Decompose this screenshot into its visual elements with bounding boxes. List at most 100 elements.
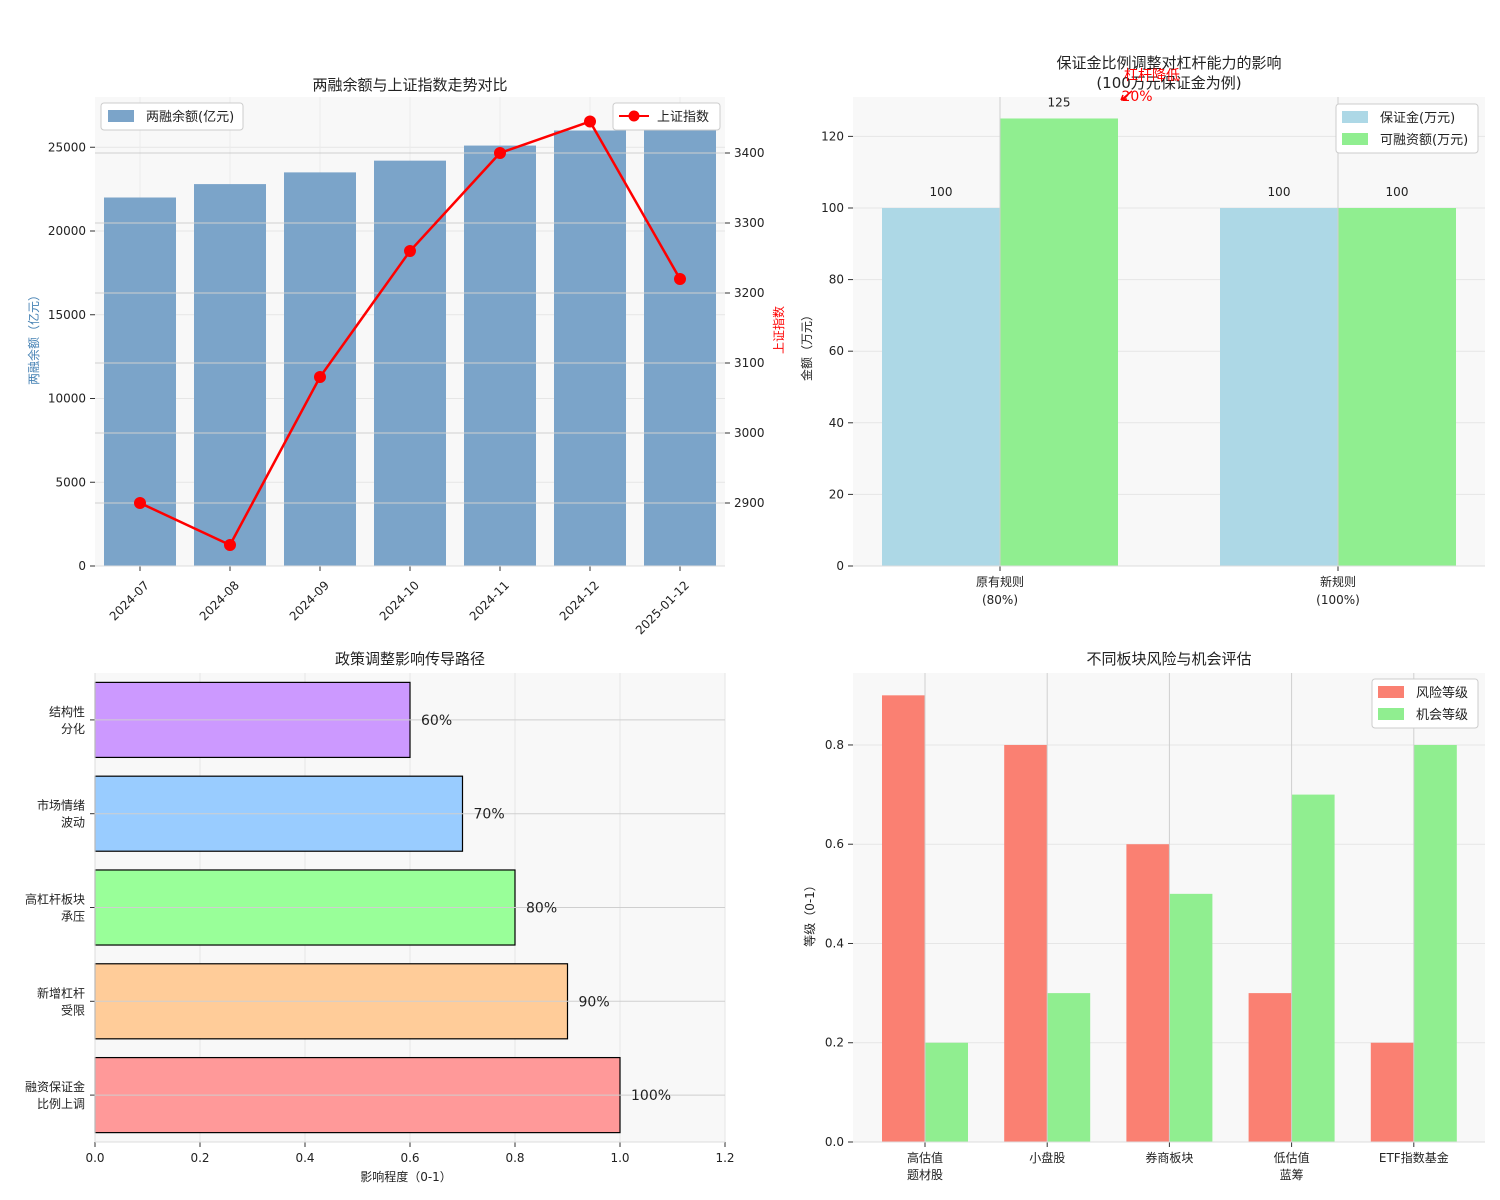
y-tick-label-2-line1: 高杠杆板块 [25, 892, 85, 907]
chart-3-title: 政策调整影响传导路径 [335, 650, 485, 668]
chart-1-left-axis-label: 两融余额（亿元） [26, 289, 41, 385]
right-tick-label-2: 3100 [734, 356, 765, 370]
y-tick-label-0-line2: 比例上调 [37, 1097, 85, 1111]
category-grid-4 [924, 673, 1415, 1142]
chart-2-title-line2: (100万元保证金为例) [1096, 74, 1241, 92]
legend-marker-sse-index [628, 110, 640, 122]
left-tick-label-2: 10000 [48, 392, 86, 406]
y-tick-label-3-line1: 市场情绪 [37, 798, 85, 813]
bars-risk-opportunity [882, 695, 1457, 1142]
left-tick-label-1: 5000 [55, 475, 86, 489]
legend-label-margin: 保证金(万元) [1380, 110, 1455, 126]
left-tick-label-0: 0 [78, 559, 86, 573]
legend-sse-index: 上证指数 [612, 102, 721, 131]
chart-1-right-axis-label: 上证指数 [771, 306, 786, 354]
bar-risk-0 [882, 695, 925, 1142]
sse-index-point-0 [134, 497, 146, 509]
legend-label-risk: 风险等级 [1416, 685, 1468, 701]
chart-2-y-axis-label: 金额（万元） [799, 309, 814, 381]
sse-index-point-6 [674, 273, 686, 285]
y-axis-ticks-4: 0.0 0.2 0.4 0.6 0.8 [825, 738, 853, 1149]
left-axis-ticks-1: 0 5000 10000 15000 20000 25000 [48, 140, 95, 573]
chart-4-y-axis-label: 等级（0-1） [803, 879, 817, 947]
legend-label-sse-index: 上证指数 [657, 110, 709, 125]
bar-margin-balance-6 [644, 117, 716, 566]
x-axis-ticks-2: 原有规则 (80%) 新规则 (100%) [976, 566, 1360, 607]
x-tick-label-3-line1: 低估值 [1274, 1150, 1310, 1165]
bars-margin-balance [104, 117, 716, 566]
y-tick-label-0: 0.0 [825, 1135, 844, 1149]
x-tick-label-5: 1.0 [610, 1151, 629, 1165]
bar-opportunity-1 [1047, 993, 1091, 1142]
bar-margin-balance-1 [194, 184, 266, 566]
bar-margin-0 [882, 207, 1000, 566]
chart-2-title-line1: 保证金比例调整对杠杆能力的影响 [1056, 54, 1281, 72]
bar-opportunity-2 [1169, 893, 1213, 1142]
x-tick-label-1-line2: (100%) [1316, 593, 1360, 607]
legend-swatch-margin-balance [108, 110, 134, 122]
legend-label-financing: 可融资额(万元) [1380, 133, 1468, 148]
left-tick-label-4: 20000 [48, 224, 86, 238]
chart-3-x-axis-label: 影响程度（0-1） [360, 1169, 452, 1184]
bar-value-labels-2: 100 125 100 100 [930, 95, 1409, 199]
value-label-financing-1: 100 [1386, 185, 1409, 199]
legend-label-margin-balance: 两融余额(亿元) [146, 109, 234, 125]
y-tick-label-3: 0.6 [825, 837, 844, 851]
y-tick-label-1-line1: 新增杠杆 [37, 985, 85, 1000]
left-tick-label-3: 15000 [48, 308, 86, 322]
x-tick-label-0-line2: 题材股 [907, 1168, 943, 1182]
bar-financing-1 [1338, 207, 1456, 566]
legend-2: 保证金(万元) 可融资额(万元) [1335, 103, 1479, 154]
x-tick-label-4-line1: ETF指数基金 [1379, 1150, 1449, 1165]
right-tick-label-5: 3400 [734, 146, 765, 160]
y-tick-label-3: 60 [829, 344, 844, 358]
impact-value-label-4: 60% [421, 713, 452, 729]
bar-opportunity-0 [925, 1042, 968, 1142]
right-tick-label-4: 3300 [734, 216, 765, 230]
bar-risk-2 [1126, 844, 1170, 1142]
right-tick-label-3: 3200 [734, 286, 765, 300]
value-label-margin-1: 100 [1268, 185, 1291, 199]
chart-margin-vs-index: 0 5000 10000 15000 20000 25000 2900 3000 3100 32… [26, 76, 786, 637]
y-tick-label-2: 40 [829, 416, 844, 430]
sse-index-point-3 [404, 245, 416, 257]
x-tick-label-6: 1.2 [715, 1151, 734, 1165]
x-tick-label-0: 0.0 [85, 1151, 104, 1165]
sse-index-point-1 [224, 539, 236, 551]
y-tick-label-5: 100 [821, 201, 844, 215]
sse-index-point-4 [494, 147, 506, 159]
y-tick-label-1: 0.2 [825, 1036, 844, 1050]
y-tick-label-1-line2: 受限 [61, 1003, 85, 1017]
bar-risk-3 [1248, 993, 1292, 1142]
left-tick-label-5: 25000 [48, 140, 86, 154]
y-tick-label-0: 0 [836, 559, 844, 573]
impact-value-label-3: 70% [474, 807, 505, 823]
x-tick-label-0-line1: 原有规则 [976, 574, 1024, 589]
legend-swatch-opportunity [1378, 708, 1404, 720]
x-tick-label-2-line1: 券商板块 [1145, 1150, 1193, 1165]
y-tick-label-4: 0.8 [825, 738, 844, 752]
bars-margin-financing [882, 118, 1456, 566]
sse-index-point-5 [584, 115, 596, 128]
leverage-annotation-arrow [1120, 90, 1133, 101]
legend-swatch-margin [1342, 111, 1368, 123]
bar-margin-balance-0 [104, 197, 176, 566]
x-tick-label-0-line2: (80%) [982, 593, 1018, 607]
y-tick-label-6: 120 [821, 129, 844, 143]
x-tick-label-1-line1: 小盘股 [1029, 1150, 1065, 1165]
y-tick-label-0-line1: 融资保证金 [25, 1079, 85, 1094]
chart-1-title: 两融余额与上证指数走势对比 [312, 76, 507, 94]
right-tick-label-1: 3000 [734, 426, 765, 440]
bar-opportunity-4 [1413, 744, 1457, 1142]
category-grid-3 [95, 719, 725, 1096]
sse-index-point-2 [314, 371, 326, 383]
y-axis-ticks-2: 0 20 40 60 80 100 120 [821, 129, 853, 573]
bar-risk-4 [1370, 1042, 1414, 1142]
category-grid-2 [999, 97, 1339, 566]
y-tick-label-4: 80 [829, 273, 844, 287]
